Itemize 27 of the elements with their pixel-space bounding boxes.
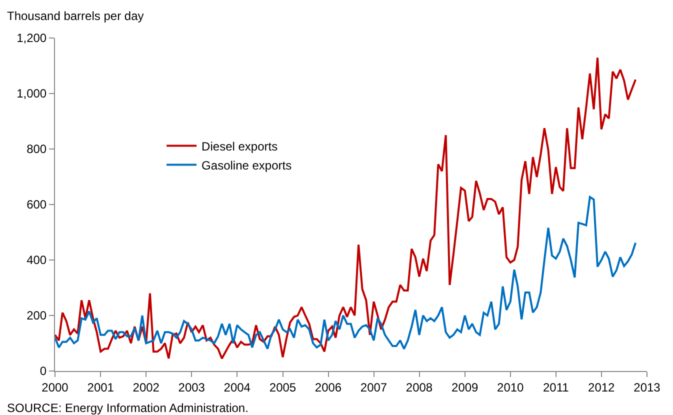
y-tick-label: 1,200 <box>16 31 47 46</box>
legend-label: Gasoline exports <box>202 158 292 172</box>
source-note: SOURCE: Energy Information Administration. <box>7 401 248 415</box>
x-tick-label: 2003 <box>178 380 206 394</box>
x-tick-label: 2013 <box>634 380 661 394</box>
x-tick-label: 2005 <box>269 380 296 394</box>
x-tick-label: 2002 <box>132 380 160 394</box>
legend-label: Diesel exports <box>202 139 278 154</box>
y-tick-label: 0 <box>40 364 47 378</box>
x-tick-label: 2006 <box>314 380 342 394</box>
x-tick-label: 2004 <box>224 380 251 394</box>
line-series <box>55 196 637 350</box>
y-tick-label: 200 <box>26 308 47 323</box>
line-series <box>55 56 637 360</box>
y-tick-label: 800 <box>26 142 47 156</box>
x-tick-label: 2010 <box>497 380 524 394</box>
y-axis-title: Thousand barrels per day <box>7 9 144 23</box>
x-tick-label: 2001 <box>87 380 114 394</box>
x-tick-label: 2011 <box>542 380 570 394</box>
x-tick-label: 2008 <box>406 380 433 394</box>
y-tick-label: 600 <box>26 198 47 212</box>
x-tick-label: 2007 <box>360 380 388 394</box>
y-tick-label: 1,000 <box>16 86 47 101</box>
x-tick-label: 2009 <box>452 380 479 394</box>
x-tick-label: 2000 <box>42 380 69 394</box>
y-tick-label: 400 <box>26 253 47 268</box>
x-tick-label: 2012 <box>588 380 616 394</box>
